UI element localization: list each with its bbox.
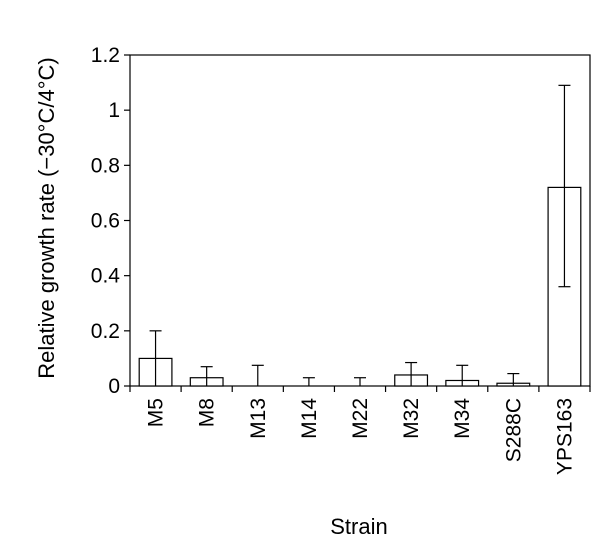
x-tick-label: YPS163	[553, 398, 576, 475]
error-bar-m14	[302, 377, 315, 386]
plot-area	[129, 54, 591, 387]
y-tick-label: 0	[108, 375, 120, 398]
plot-frame	[129, 54, 591, 387]
bars	[138, 186, 582, 387]
y-tick-label: 1.2	[91, 44, 120, 67]
x-tick-label: M13	[247, 398, 270, 439]
y-tick-label: 0.8	[91, 154, 120, 177]
y-tick-label: 0.4	[91, 265, 121, 288]
error-bar-m5	[149, 330, 162, 386]
error-bars	[149, 84, 571, 386]
y-tick-label: 0.6	[91, 210, 120, 233]
error-bar-s288c	[507, 372, 520, 386]
error-bar-m34	[456, 364, 469, 386]
x-tick-label: M22	[349, 398, 372, 439]
error-bar-m32	[405, 361, 418, 386]
x-tick-label: M5	[145, 398, 168, 427]
x-tick-label: M32	[400, 398, 423, 439]
x-tick-label: M34	[451, 398, 474, 439]
y-tick-label: 0.2	[91, 320, 120, 343]
x-tick-label: M14	[298, 398, 321, 439]
y-axis-title: Relative growth rate (−30°C/4°C)	[34, 57, 59, 378]
error-bar-yps163	[558, 84, 571, 288]
y-tick-label: 1	[108, 99, 120, 122]
error-bar-m13	[251, 364, 264, 386]
x-tick-label: M8	[196, 398, 219, 427]
error-bar-m22	[354, 377, 366, 386]
x-axis-ticks: M5 M8 M13 M14 M22 M32 M34 S288C YPS163	[129, 386, 591, 475]
error-bar-m8	[200, 366, 213, 386]
x-axis-title: Strain	[330, 514, 387, 539]
x-tick-label: S288C	[502, 398, 525, 462]
y-axis-ticks: 0 0.2 0.4 0.6 0.8 1 1.2	[91, 44, 130, 398]
